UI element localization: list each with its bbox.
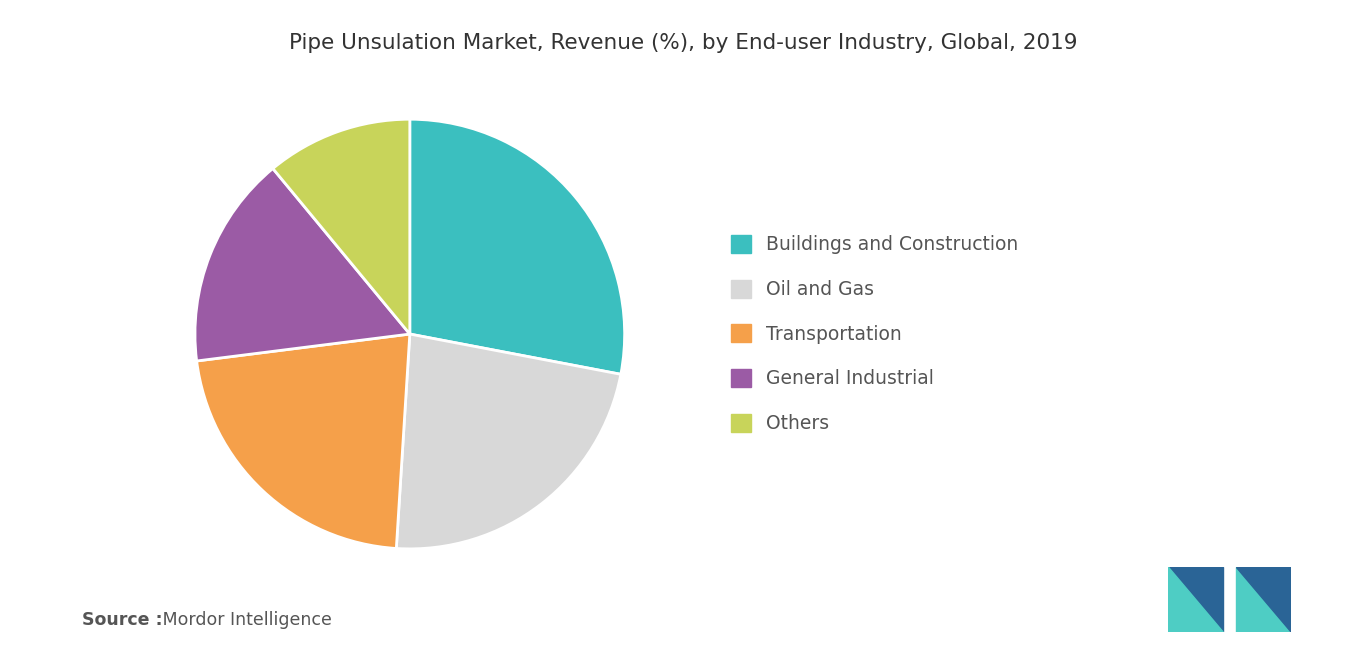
Polygon shape	[1236, 567, 1291, 632]
Text: Pipe Unsulation Market, Revenue (%), by End-user Industry, Global, 2019: Pipe Unsulation Market, Revenue (%), by …	[288, 33, 1078, 53]
Legend: Buildings and Construction, Oil and Gas, Transportation, General Industrial, Oth: Buildings and Construction, Oil and Gas,…	[731, 235, 1019, 433]
Polygon shape	[1168, 567, 1224, 632]
Text: Source :: Source :	[82, 611, 163, 629]
Polygon shape	[1236, 567, 1291, 632]
Text: Mordor Intelligence: Mordor Intelligence	[157, 611, 332, 629]
Wedge shape	[197, 334, 410, 548]
Wedge shape	[195, 168, 410, 361]
Polygon shape	[1168, 567, 1224, 632]
Wedge shape	[396, 334, 620, 549]
Wedge shape	[273, 119, 410, 334]
Wedge shape	[410, 119, 624, 374]
